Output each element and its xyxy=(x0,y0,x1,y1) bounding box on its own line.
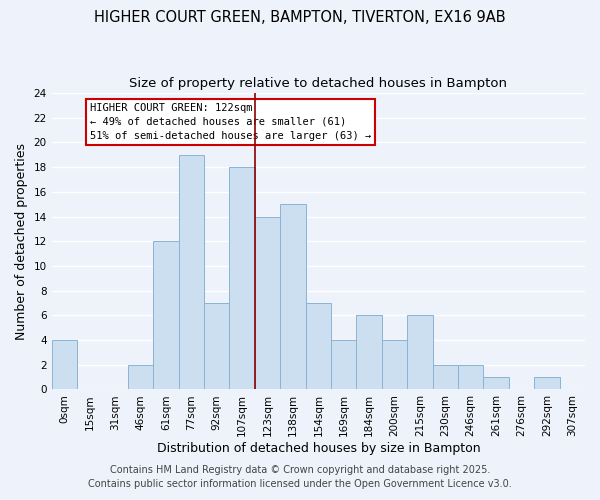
Title: Size of property relative to detached houses in Bampton: Size of property relative to detached ho… xyxy=(130,78,508,90)
Bar xyxy=(458,365,484,390)
Bar xyxy=(255,216,280,390)
Bar xyxy=(229,167,255,390)
Bar xyxy=(407,316,433,390)
Bar xyxy=(280,204,305,390)
Bar xyxy=(382,340,407,390)
Bar xyxy=(153,242,179,390)
Text: HIGHER COURT GREEN, BAMPTON, TIVERTON, EX16 9AB: HIGHER COURT GREEN, BAMPTON, TIVERTON, E… xyxy=(94,10,506,25)
Bar xyxy=(484,377,509,390)
Y-axis label: Number of detached properties: Number of detached properties xyxy=(15,143,28,340)
Text: HIGHER COURT GREEN: 122sqm
← 49% of detached houses are smaller (61)
51% of semi: HIGHER COURT GREEN: 122sqm ← 49% of deta… xyxy=(90,103,371,141)
Bar xyxy=(433,365,458,390)
Bar xyxy=(534,377,560,390)
Bar xyxy=(179,155,204,390)
Bar xyxy=(128,365,153,390)
Text: Contains HM Land Registry data © Crown copyright and database right 2025.
Contai: Contains HM Land Registry data © Crown c… xyxy=(88,465,512,489)
X-axis label: Distribution of detached houses by size in Bampton: Distribution of detached houses by size … xyxy=(157,442,480,455)
Bar xyxy=(331,340,356,390)
Bar xyxy=(305,303,331,390)
Bar xyxy=(52,340,77,390)
Bar xyxy=(204,303,229,390)
Bar xyxy=(356,316,382,390)
